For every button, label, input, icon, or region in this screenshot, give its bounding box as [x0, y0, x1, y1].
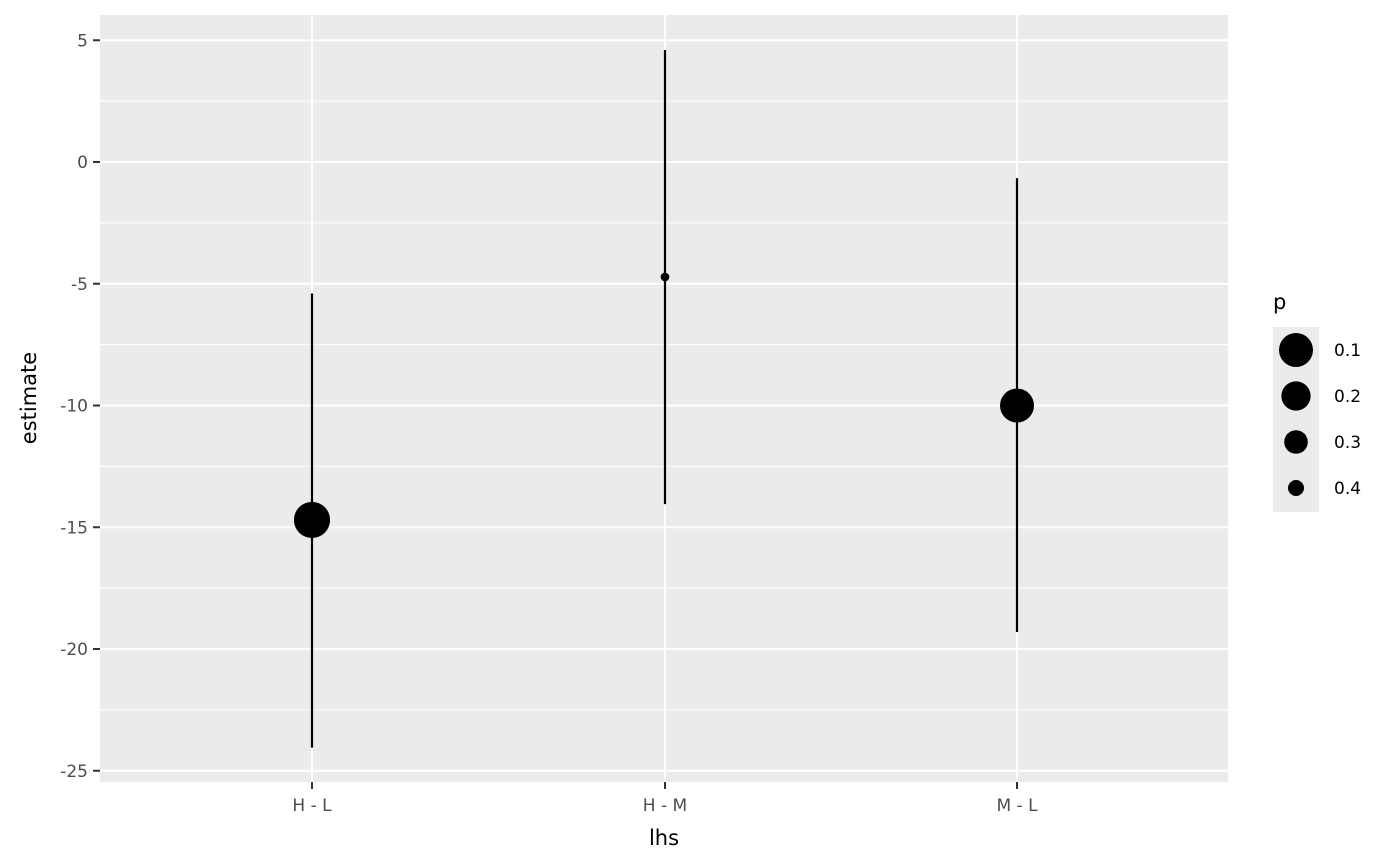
legend-label: 0.3: [1334, 433, 1361, 453]
point: [1000, 388, 1034, 423]
legend-label: 0.1: [1334, 341, 1361, 361]
legend-key: [1284, 430, 1308, 454]
y-tick-label: 0: [77, 153, 88, 173]
x-tick-label: H - L: [292, 796, 332, 816]
x-tick-label: M - L: [996, 796, 1038, 816]
legend-key: [1279, 333, 1313, 367]
legend-key: [1288, 480, 1304, 496]
legend-title: p: [1273, 290, 1286, 314]
y-tick-label: 5: [77, 31, 88, 51]
y-tick-label: -25: [60, 762, 88, 782]
y-tick-label: -5: [71, 275, 88, 295]
x-axis-title: lhs: [649, 826, 679, 850]
legend: p 0.1 0.2 0.3 0.4: [1273, 290, 1361, 512]
point: [660, 272, 670, 282]
point: [293, 501, 331, 539]
y-tick-label: -10: [60, 397, 88, 417]
x-tick-label: H - M: [643, 796, 687, 816]
legend-label: 0.2: [1334, 387, 1361, 407]
legend-key: [1281, 381, 1311, 411]
y-tick-label: -15: [60, 518, 88, 538]
legend-label: 0.4: [1334, 479, 1361, 499]
y-axis-title: estimate: [17, 352, 41, 444]
y-tick-label: -20: [60, 640, 88, 660]
